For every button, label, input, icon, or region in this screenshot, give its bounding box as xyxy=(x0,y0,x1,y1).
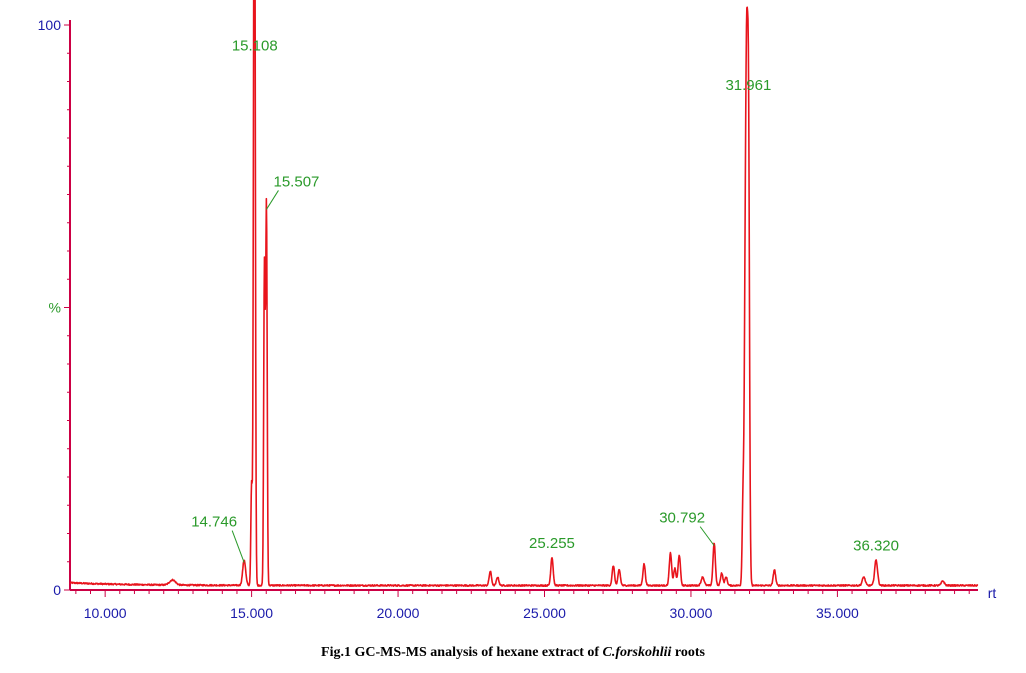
x-tick-label: 10.000 xyxy=(84,605,127,621)
peak-label: 14.746 xyxy=(191,514,237,531)
annotation-leader xyxy=(266,190,279,210)
caption-species: C.forskohlii xyxy=(602,645,672,660)
annotation-leader xyxy=(699,526,715,546)
y-tick-label: 100 xyxy=(38,17,62,33)
y-tick-label: % xyxy=(49,300,61,316)
caption-suffix: roots xyxy=(671,645,705,660)
x-axis-label: rt xyxy=(988,585,997,601)
chromatogram-trace xyxy=(69,0,979,587)
y-tick-label: 0 xyxy=(53,582,61,598)
peak-label: 15.507 xyxy=(274,173,320,190)
peak-label: 25.255 xyxy=(529,535,575,552)
peak-label: 31.961 xyxy=(725,77,771,94)
tick-labels: 100% 0 10.000 15.000 20.000 25.000 30.000 35.00… xyxy=(38,17,997,621)
x-tick-label: 15.000 xyxy=(230,605,273,621)
signal-line xyxy=(69,0,979,587)
chromatogram-chart: 15.108 15.507 31.961 14.746 25.255 30.792 36.3… xyxy=(38,0,997,621)
chart-axes xyxy=(64,20,978,597)
x-tick-label: 35.000 xyxy=(816,605,859,621)
x-tick-label: 30.000 xyxy=(670,605,713,621)
x-tick-label: 25.000 xyxy=(523,605,566,621)
peak-label: 36.320 xyxy=(853,538,899,555)
peak-annotations: 15.108 15.507 31.961 14.746 25.255 30.792 36.3… xyxy=(191,38,899,563)
peak-label: 15.108 xyxy=(232,38,278,55)
annotation-leader xyxy=(231,530,245,563)
caption-prefix: Fig.1 GC-MS-MS analysis of hexane extrac… xyxy=(321,645,603,660)
figure-caption: Fig.1 GC-MS-MS analysis of hexane extrac… xyxy=(0,645,1026,661)
peak-label: 30.792 xyxy=(659,510,705,527)
x-tick-label: 20.000 xyxy=(377,605,420,621)
